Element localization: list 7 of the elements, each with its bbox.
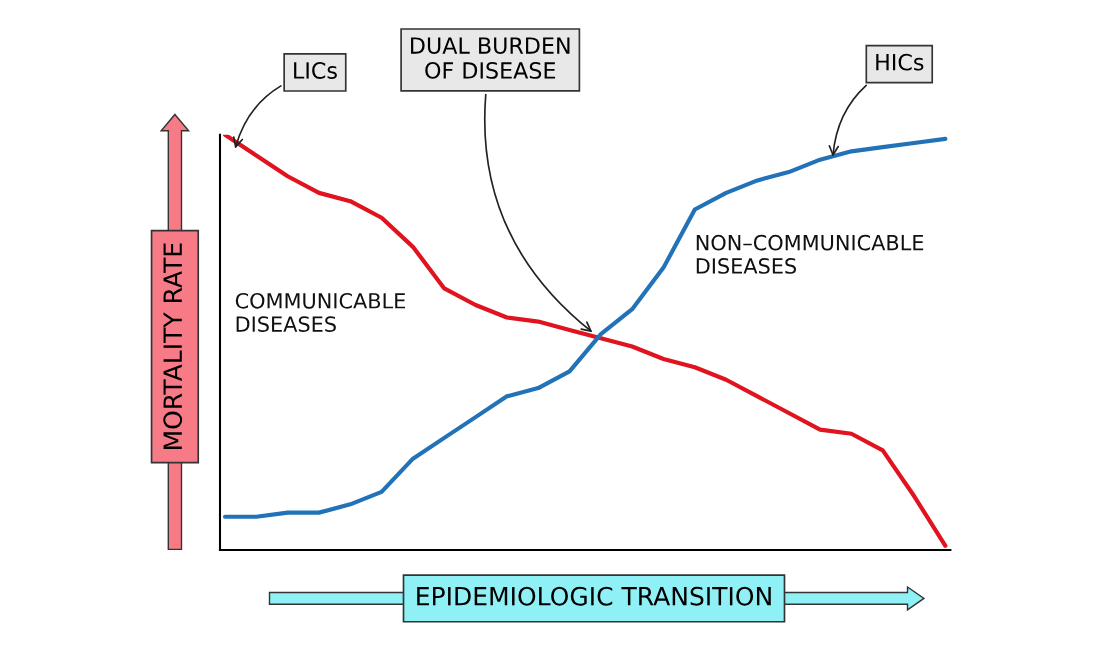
series-label: COMMUNICABLE DISEASES	[235, 292, 406, 332]
text: HICs	[876, 53, 924, 71]
x-axis-title: EPIDEMIOLOGIC TRANSITION	[417, 586, 771, 606]
y-axis-title: MORTALITY RATE	[163, 243, 183, 449]
text: DUAL BURDEN OF DISEASE	[411, 37, 570, 79]
text: LICs	[294, 62, 337, 79]
series-label: NON–COMMUNICABLE DISEASES	[696, 234, 924, 274]
